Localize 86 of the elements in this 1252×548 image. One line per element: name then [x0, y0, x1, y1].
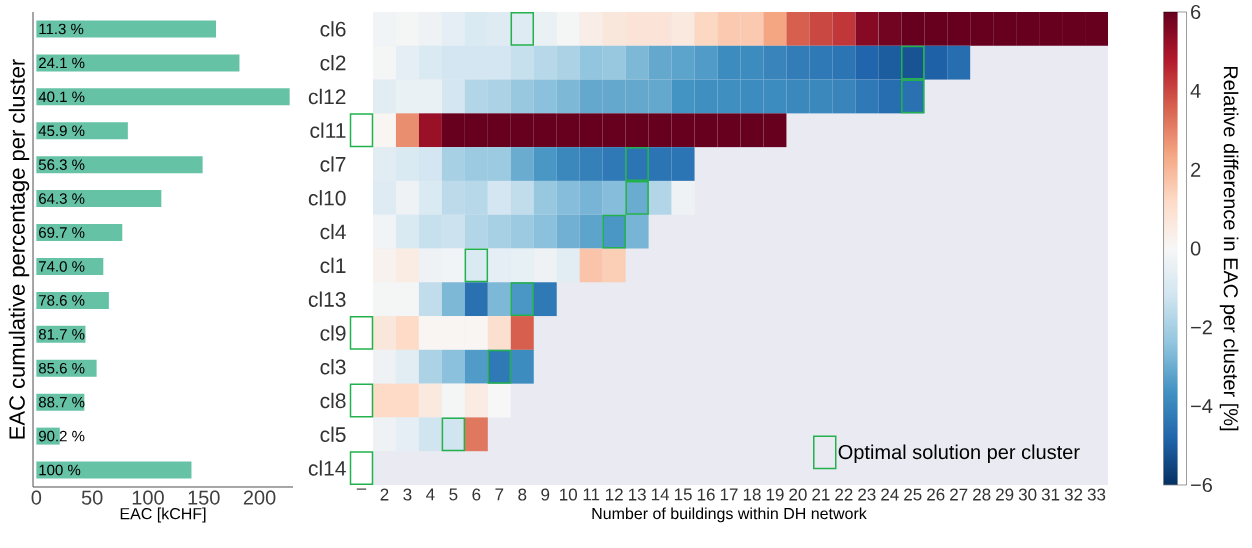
x-tick-label: 6: [472, 488, 481, 501]
y-tick-label: 40.1 %: [38, 91, 85, 103]
x-tick-label: 0: [31, 490, 42, 505]
y-tick-label: cl7: [320, 156, 346, 172]
x-tick-label: 23: [858, 488, 876, 501]
x-tick-label: 15: [674, 488, 692, 501]
x-tick-label: 27: [950, 488, 968, 501]
y-tick-label: 88.7 %: [38, 396, 85, 408]
bar: [36, 291, 109, 309]
color-bar-label: −6: [1191, 477, 1212, 493]
y-axis-title: EAC cumulative percentage per cluster: [8, 59, 30, 439]
x-tick-label: 100: [132, 490, 164, 505]
x-axis-title: Number of buildings within DH network: [592, 507, 867, 523]
y-tick-label: 78.6 %: [39, 295, 85, 306]
y-tick-label: cl10: [308, 190, 346, 206]
x-tick-label: 26: [927, 488, 945, 501]
y-tick-label: cl12: [308, 88, 346, 105]
color-bar-title: Relative difference in EAC per cluster [%]: [1219, 66, 1239, 431]
x-tick-label: 5: [449, 488, 458, 501]
x-tick-label: 2: [380, 488, 389, 501]
x-tick-label: 30: [1018, 488, 1037, 501]
y-tick-label: cl14: [308, 460, 346, 476]
y-tick-label: cl4: [320, 223, 346, 240]
y-tick-label: 69.7 %: [39, 227, 85, 238]
x-tick-label: 29: [996, 488, 1014, 501]
color-bar-label: 0: [1190, 241, 1201, 256]
x-tick-label: 17: [720, 488, 738, 501]
x-tick-label: 4: [426, 488, 435, 501]
x-tick-label: 150: [188, 490, 220, 505]
x-tick-label: 24: [881, 488, 899, 501]
y-tick-label: 56.3 %: [38, 159, 85, 170]
y-tick-label: cl3: [320, 359, 346, 375]
x-tick-label: 9: [541, 488, 550, 501]
y-tick-label: cl8: [320, 392, 346, 409]
x-tick-label: 20: [789, 488, 807, 501]
y-tick-label: 11.3 %: [39, 23, 84, 35]
x-tick-label: 50: [81, 490, 103, 505]
bar: [36, 461, 192, 479]
color-bar-label: −4: [1191, 399, 1213, 414]
y-tick-label: 74.0 %: [39, 261, 85, 272]
bar: [36, 20, 217, 38]
x-tick-label: 19: [766, 488, 784, 501]
color-bar-label: −2: [1191, 320, 1212, 335]
x-tick-label: 18: [743, 488, 761, 501]
y-tick-label: 100 %: [39, 464, 81, 476]
x-tick-label: 32: [1064, 488, 1083, 501]
x-tick-label: 200: [243, 490, 276, 505]
y-tick-label: 45.9 %: [38, 125, 85, 137]
x-tick-label: 8: [518, 488, 527, 501]
legend-label: Optimal solution per cluster: [838, 444, 1080, 464]
y-tick-label: 81.7 %: [38, 329, 85, 340]
x-tick-label: 16: [697, 488, 715, 501]
x-tick-label: 33: [1087, 488, 1106, 501]
x-tick-label: 28: [973, 488, 991, 501]
bar: [36, 54, 240, 72]
y-tick-label: cl1: [320, 257, 346, 274]
x-tick-label: 13: [628, 488, 646, 501]
x-tick-label: 7: [495, 488, 504, 501]
bar: [36, 224, 123, 242]
x-tick-label: 21: [812, 488, 830, 501]
y-tick-label: 64.3 %: [39, 193, 85, 204]
y-tick-label: cl2: [320, 54, 346, 71]
color-bar-label: 2: [1191, 162, 1201, 177]
y-tick-label: 85.6 %: [38, 362, 85, 374]
color-bar-label: 6: [1191, 4, 1201, 20]
bar: [36, 190, 162, 208]
y-tick-label: cl11: [310, 122, 346, 138]
bar: [36, 122, 128, 140]
y-tick-label: cl9: [320, 325, 346, 341]
y-tick-label: cl13: [308, 291, 346, 307]
x-tick-label: 12: [606, 488, 623, 501]
bar: [36, 156, 203, 174]
y-tick-label: cl5: [320, 426, 346, 443]
color-bar-label: 4: [1190, 83, 1201, 98]
x-tick-label: 31: [1041, 488, 1060, 501]
bar: [36, 88, 290, 106]
y-tick-label: cl6: [320, 21, 346, 37]
x-tick-label: 22: [835, 488, 853, 501]
x-tick-label: 3: [403, 488, 412, 501]
x-tick-label: 10: [560, 488, 578, 501]
x-tick-label: 11: [583, 488, 600, 501]
x-axis-title: EAC [kCHF]: [120, 507, 206, 523]
x-tick-label: 25: [904, 488, 922, 501]
y-tick-label: 24.1 %: [39, 57, 85, 69]
x-tick-label: 14: [651, 488, 670, 501]
x-tick-label: –: [356, 488, 367, 490]
